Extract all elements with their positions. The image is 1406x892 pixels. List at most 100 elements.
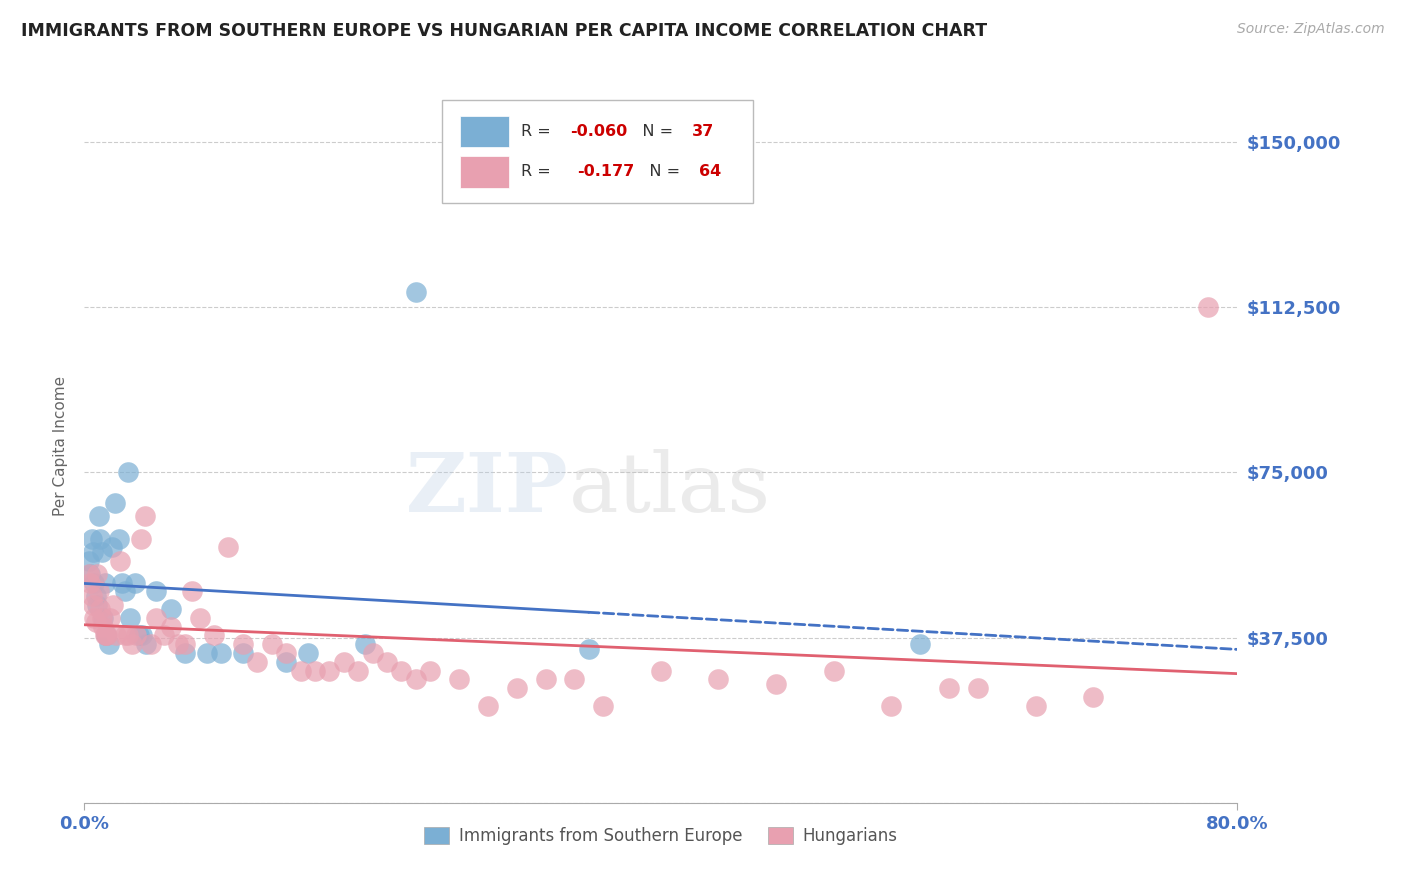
Point: [134, 509, 156, 524]
Point: [86, 566, 108, 581]
Point: [128, 628, 150, 642]
Point: [304, 664, 326, 678]
Text: atlas: atlas: [568, 449, 770, 529]
Text: Source: ZipAtlas.com: Source: ZipAtlas.com: [1237, 22, 1385, 37]
Point: [276, 646, 298, 660]
Point: [96, 628, 118, 642]
Point: [83, 611, 105, 625]
Point: [87, 509, 110, 524]
Text: 37: 37: [692, 124, 714, 139]
Point: [77, 553, 100, 567]
Text: N =: N =: [627, 124, 679, 139]
Point: [111, 575, 134, 590]
Point: [938, 681, 960, 696]
Point: [910, 637, 932, 651]
Point: [90, 611, 112, 625]
Point: [94, 628, 117, 642]
Point: [97, 637, 120, 651]
Point: [145, 584, 167, 599]
Text: R =: R =: [522, 164, 561, 179]
Point: [534, 673, 557, 687]
Point: [77, 566, 100, 581]
Point: [121, 637, 143, 651]
Point: [823, 664, 845, 678]
Point: [104, 496, 127, 510]
Point: [129, 532, 152, 546]
Point: [181, 584, 204, 599]
Point: [93, 628, 115, 642]
Point: [91, 619, 114, 633]
Legend: Immigrants from Southern Europe, Hungarians: Immigrants from Southern Europe, Hungari…: [418, 820, 904, 852]
Point: [145, 611, 167, 625]
Point: [880, 698, 903, 713]
Point: [80, 532, 103, 546]
FancyBboxPatch shape: [460, 156, 509, 187]
Text: R =: R =: [522, 124, 557, 139]
Point: [117, 628, 139, 642]
Point: [1025, 698, 1047, 713]
Text: -0.177: -0.177: [576, 164, 634, 179]
Point: [82, 545, 104, 559]
Point: [139, 637, 162, 651]
Point: [232, 646, 254, 660]
Point: [94, 628, 117, 642]
Point: [117, 466, 139, 480]
Point: [405, 285, 427, 299]
Point: [260, 637, 283, 651]
Point: [449, 673, 471, 687]
Point: [202, 628, 225, 642]
Point: [477, 698, 499, 713]
Point: [506, 681, 529, 696]
Point: [375, 655, 398, 669]
Point: [405, 673, 427, 687]
Point: [333, 655, 356, 669]
Text: -0.060: -0.060: [569, 124, 627, 139]
Point: [290, 664, 312, 678]
Point: [89, 602, 111, 616]
Point: [967, 681, 990, 696]
Point: [578, 641, 600, 656]
Point: [174, 646, 197, 660]
Point: [103, 598, 124, 612]
Point: [80, 589, 103, 603]
Point: [152, 628, 174, 642]
Point: [84, 615, 107, 630]
Point: [105, 628, 128, 642]
Point: [209, 646, 232, 660]
Text: IMMIGRANTS FROM SOUTHERN EUROPE VS HUNGARIAN PER CAPITA INCOME CORRELATION CHART: IMMIGRANTS FROM SOUTHERN EUROPE VS HUNGA…: [21, 22, 987, 40]
Point: [124, 575, 146, 590]
FancyBboxPatch shape: [460, 116, 509, 147]
Point: [707, 673, 730, 687]
Text: ZIP: ZIP: [406, 449, 568, 529]
Point: [131, 628, 153, 642]
Point: [361, 646, 384, 660]
Point: [87, 584, 110, 599]
Point: [174, 637, 197, 651]
Point: [419, 664, 441, 678]
Point: [347, 664, 370, 678]
Point: [195, 646, 218, 660]
Point: [120, 611, 142, 625]
Point: [98, 611, 121, 625]
Point: [79, 575, 101, 590]
Point: [160, 619, 183, 633]
FancyBboxPatch shape: [441, 100, 754, 203]
Point: [160, 602, 183, 616]
Point: [93, 575, 115, 590]
Point: [1198, 300, 1220, 314]
Point: [125, 628, 148, 642]
Point: [135, 637, 157, 651]
Point: [765, 677, 787, 691]
Point: [167, 637, 190, 651]
Text: 64: 64: [699, 164, 721, 179]
Point: [86, 598, 108, 612]
Point: [391, 664, 413, 678]
Y-axis label: Per Capita Income: Per Capita Income: [52, 376, 67, 516]
Point: [650, 664, 672, 678]
Point: [592, 698, 614, 713]
Point: [82, 598, 104, 612]
Point: [110, 553, 132, 567]
Point: [297, 646, 319, 660]
Point: [232, 637, 254, 651]
Point: [354, 637, 377, 651]
